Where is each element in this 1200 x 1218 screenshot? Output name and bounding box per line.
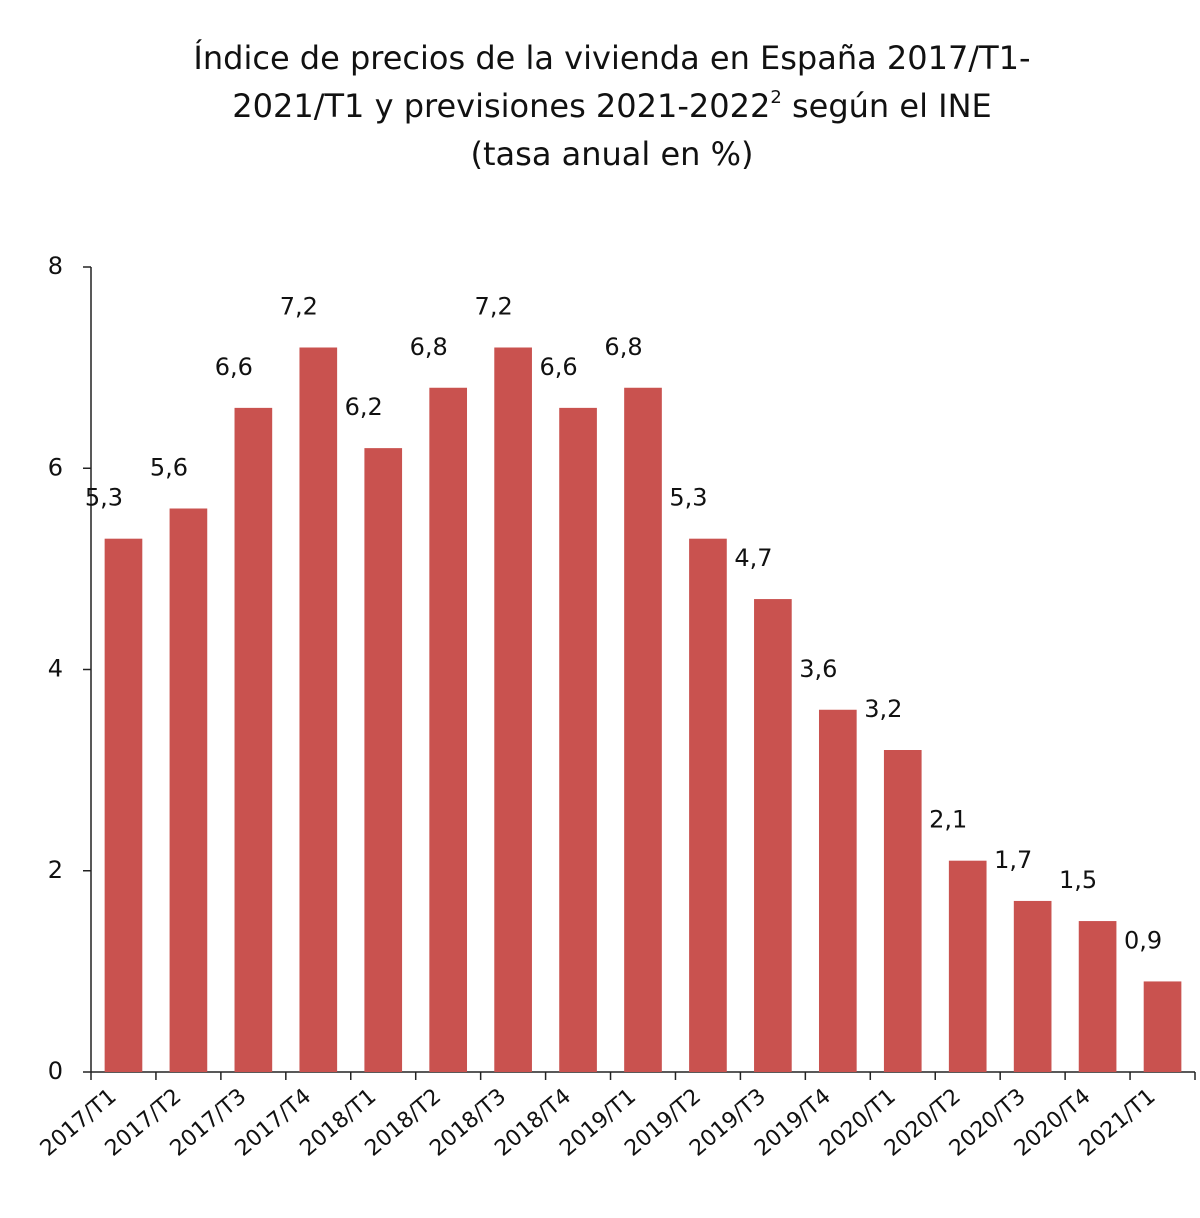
y-tick-label: 4 [48,655,63,683]
bar [689,538,727,1072]
title-footnote: 2 [770,87,781,108]
data-label: 2,1 [929,806,967,834]
data-label: 4,7 [734,544,772,572]
bar [104,538,143,1072]
data-label: 5,3 [85,484,123,512]
bar [1013,900,1052,1072]
bar [364,448,403,1072]
data-label: 6,2 [345,393,383,421]
chart-subtitle: (tasa anual en %) [471,135,754,173]
bar [818,709,857,1072]
data-label: 3,2 [864,695,902,723]
bar [234,407,273,1072]
data-label: 1,7 [994,846,1032,874]
data-label: 6,8 [410,333,448,361]
data-label: 6,6 [539,353,577,381]
bar [169,508,208,1072]
y-tick-label: 2 [48,856,63,884]
data-label: 6,8 [604,333,642,361]
y-tick-label: 0 [48,1057,63,1085]
chart-title: según el INE [782,87,992,125]
data-label: 7,2 [280,293,318,321]
bar [429,387,468,1072]
data-label: 5,3 [669,484,707,512]
data-label: 7,2 [475,293,513,321]
bar [494,347,532,1072]
bar [883,750,922,1072]
data-label: 0,9 [1124,926,1162,954]
data-label: 3,6 [799,655,837,683]
chart-title: 2021/T1 y previsiones 2021-20222 según e… [232,87,991,125]
bar [754,599,792,1072]
data-label: 5,6 [150,454,188,482]
bar [1143,981,1182,1072]
bar [559,407,597,1072]
data-label: 1,5 [1059,866,1097,894]
chart-title: Índice de precios de la vivienda en Espa… [193,39,1030,77]
bar [299,347,338,1072]
bar [1078,921,1117,1072]
y-tick-label: 6 [48,453,63,481]
bar [948,860,987,1072]
y-tick-label: 8 [48,252,63,280]
chart-title: 2021/T1 y previsiones 2021-2022 [232,87,770,125]
data-label: 6,6 [215,353,253,381]
bar [624,387,662,1072]
